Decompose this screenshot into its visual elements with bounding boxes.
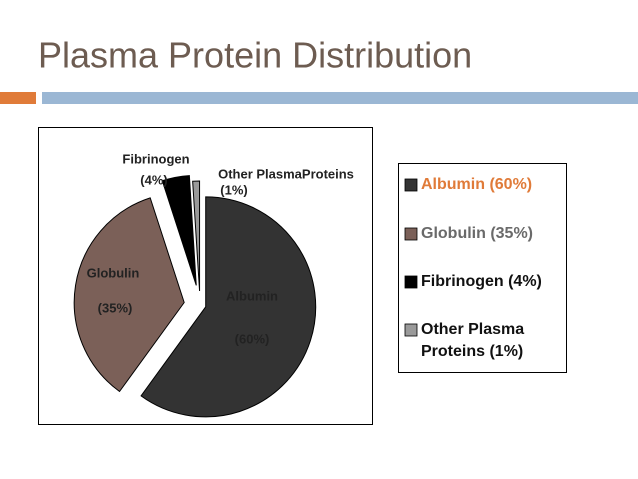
chart-title: Plasma Protein Distribution bbox=[38, 35, 472, 76]
slice-value-label: (35%) bbox=[98, 300, 133, 315]
slice-value-label: (4%) bbox=[140, 172, 167, 187]
legend-swatch bbox=[404, 323, 418, 337]
slice-value-label: (1%) bbox=[220, 182, 247, 197]
legend-frame bbox=[398, 163, 567, 373]
accent-bar bbox=[42, 92, 638, 104]
legend-label: Other Plasma Proteins (1%) bbox=[421, 321, 525, 360]
accent-bar bbox=[0, 92, 36, 104]
slice-label: Other PlasmaProteins bbox=[218, 166, 354, 181]
slice-label: Fibrinogen bbox=[122, 151, 189, 166]
legend-swatch bbox=[404, 178, 418, 192]
legend-swatch bbox=[404, 275, 418, 289]
slice-value-label: (60%) bbox=[235, 331, 270, 346]
pie-slice bbox=[73, 197, 185, 393]
legend-label: Fibrinogen (4%) bbox=[421, 273, 542, 290]
legend-label: Globulin (35%) bbox=[421, 225, 533, 242]
legend-label: Albumin (60%) bbox=[421, 176, 533, 193]
slice-label: Globulin bbox=[87, 265, 140, 280]
pie-slice bbox=[140, 196, 317, 418]
slice-label: Albumin bbox=[226, 288, 278, 303]
plot-frame bbox=[38, 127, 373, 425]
legend-swatch bbox=[404, 227, 418, 241]
pie-slice bbox=[192, 180, 201, 292]
pie-slice bbox=[161, 175, 197, 286]
